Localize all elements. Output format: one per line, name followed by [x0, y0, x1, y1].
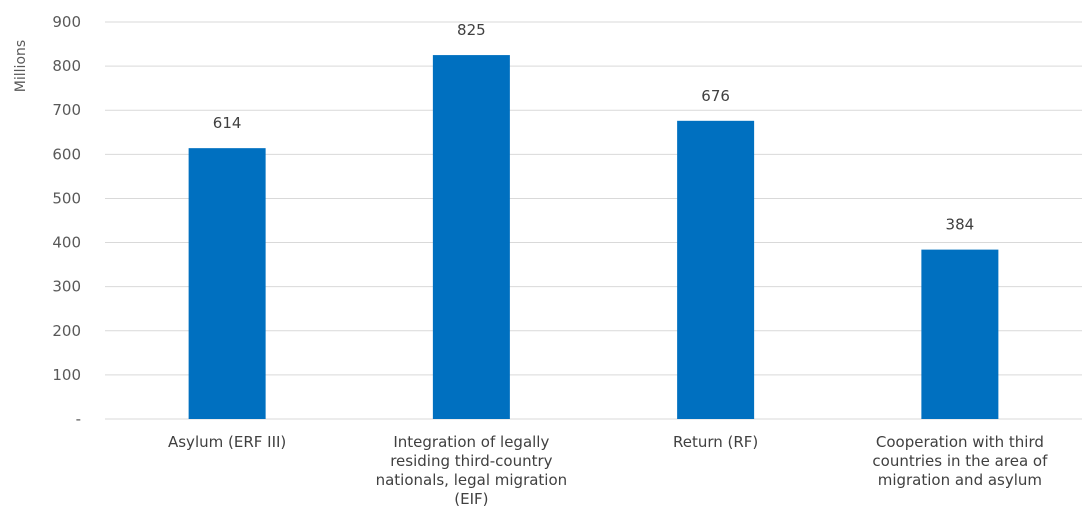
- x-category-label-line: Return (RF): [673, 433, 758, 451]
- x-category-label-1: Asylum (ERF III): [168, 433, 286, 451]
- bars: [188, 55, 999, 419]
- x-axis-categories: Asylum (ERF III) Integration of legally re…: [168, 433, 1048, 508]
- y-tick-label: -: [76, 410, 81, 428]
- x-category-label-line: countries in the area of: [872, 452, 1048, 470]
- y-tick-label: 400: [52, 234, 81, 252]
- data-labels: 614 825 676 384: [213, 21, 974, 234]
- y-tick-label: 600: [52, 145, 81, 163]
- y-tick-label: 200: [52, 322, 81, 340]
- x-category-label-line: nationals, legal migration: [376, 471, 568, 489]
- y-tick-label: 900: [52, 13, 81, 31]
- data-label-1: 614: [213, 114, 242, 132]
- x-category-label-line: residing third-country: [390, 452, 552, 470]
- data-label-2: 825: [457, 21, 486, 39]
- data-label-4: 384: [946, 216, 975, 234]
- x-category-label-3: Return (RF): [673, 433, 758, 451]
- bar-3: [677, 120, 755, 419]
- x-category-label-line: (EIF): [454, 490, 488, 508]
- data-label-3: 676: [701, 87, 730, 105]
- y-tick-label: 800: [52, 57, 81, 75]
- bar-1: [188, 148, 266, 419]
- y-tick-label: 300: [52, 278, 81, 296]
- y-tick-label: 500: [52, 189, 81, 207]
- bar-4: [921, 249, 999, 419]
- y-axis-ticks: - 100 200 300 400 500 600 700 800 900: [52, 13, 81, 428]
- x-category-label-line: migration and asylum: [878, 471, 1042, 489]
- x-category-label-line: Cooperation with third: [876, 433, 1044, 451]
- gridlines: [105, 21, 1082, 420]
- y-tick-label: 100: [52, 366, 81, 384]
- x-category-label-4: Cooperation with third countries in the a…: [872, 433, 1048, 489]
- y-tick-label: 700: [52, 101, 81, 119]
- x-category-label-line: Integration of legally: [393, 433, 549, 451]
- y-axis-title: Millions: [13, 40, 29, 92]
- x-category-label-2: Integration of legally residing third-cou…: [376, 433, 568, 508]
- x-category-label-line: Asylum (ERF III): [168, 433, 286, 451]
- bar-2: [432, 55, 510, 419]
